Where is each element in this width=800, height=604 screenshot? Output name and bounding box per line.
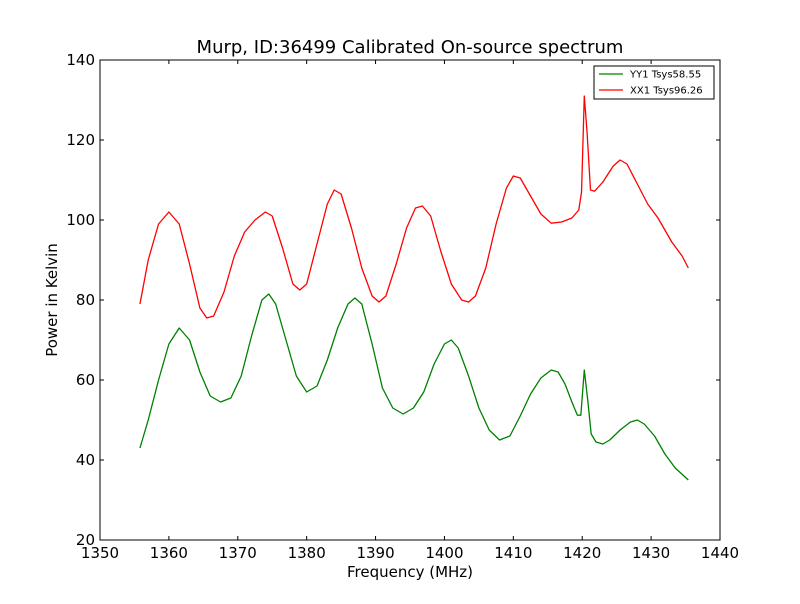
x-tick-label: 1370	[219, 544, 257, 562]
x-tick-label: 1360	[150, 544, 188, 562]
legend-label-xx1: XX1 Tsys96.26	[630, 86, 703, 97]
y-tick-label: 120	[66, 131, 95, 149]
legend-label-yy1: YY1 Tsys58.55	[629, 70, 701, 81]
series-line-xx1	[139, 95, 689, 319]
x-axis-label: Frequency (MHz)	[347, 563, 473, 581]
chart-title: Murp, ID:36499 Calibrated On-source spec…	[197, 37, 624, 58]
x-tick-label: 1350	[81, 544, 119, 562]
legend-box	[593, 65, 715, 100]
x-tick-label: 1410	[494, 544, 532, 562]
legend: YY1 Tsys58.55 XX1 Tsys96.26	[593, 65, 715, 100]
legend-entry-xx1: XX1 Tsys96.26	[599, 86, 703, 97]
x-tick-label: 1400	[425, 544, 463, 562]
x-tick-label: 1380	[288, 544, 326, 562]
y-tick-label: 40	[76, 451, 95, 469]
legend-entry-yy1: YY1 Tsys58.55	[599, 70, 701, 81]
y-tick-label: 60	[76, 371, 95, 389]
y-axis-label: Power in Kelvin	[43, 243, 61, 357]
plot-area	[100, 60, 720, 540]
x-tick-label: 1430	[632, 544, 670, 562]
series-line-yy1	[139, 293, 689, 481]
plot-frame	[99, 59, 721, 541]
x-tick-label: 1390	[356, 544, 394, 562]
y-tick-label: 80	[76, 291, 95, 309]
series-layer	[139, 95, 689, 481]
y-tick-label: 140	[66, 51, 95, 69]
ticks-layer: 1350 1360 1370 1380 1390 1400 1410 1420 1430 1440…	[66, 51, 739, 562]
y-tick-label: 100	[66, 211, 95, 229]
x-tick-label: 1420	[563, 544, 601, 562]
x-tick-label: 1440	[701, 544, 739, 562]
y-tick-label: 20	[76, 531, 95, 549]
